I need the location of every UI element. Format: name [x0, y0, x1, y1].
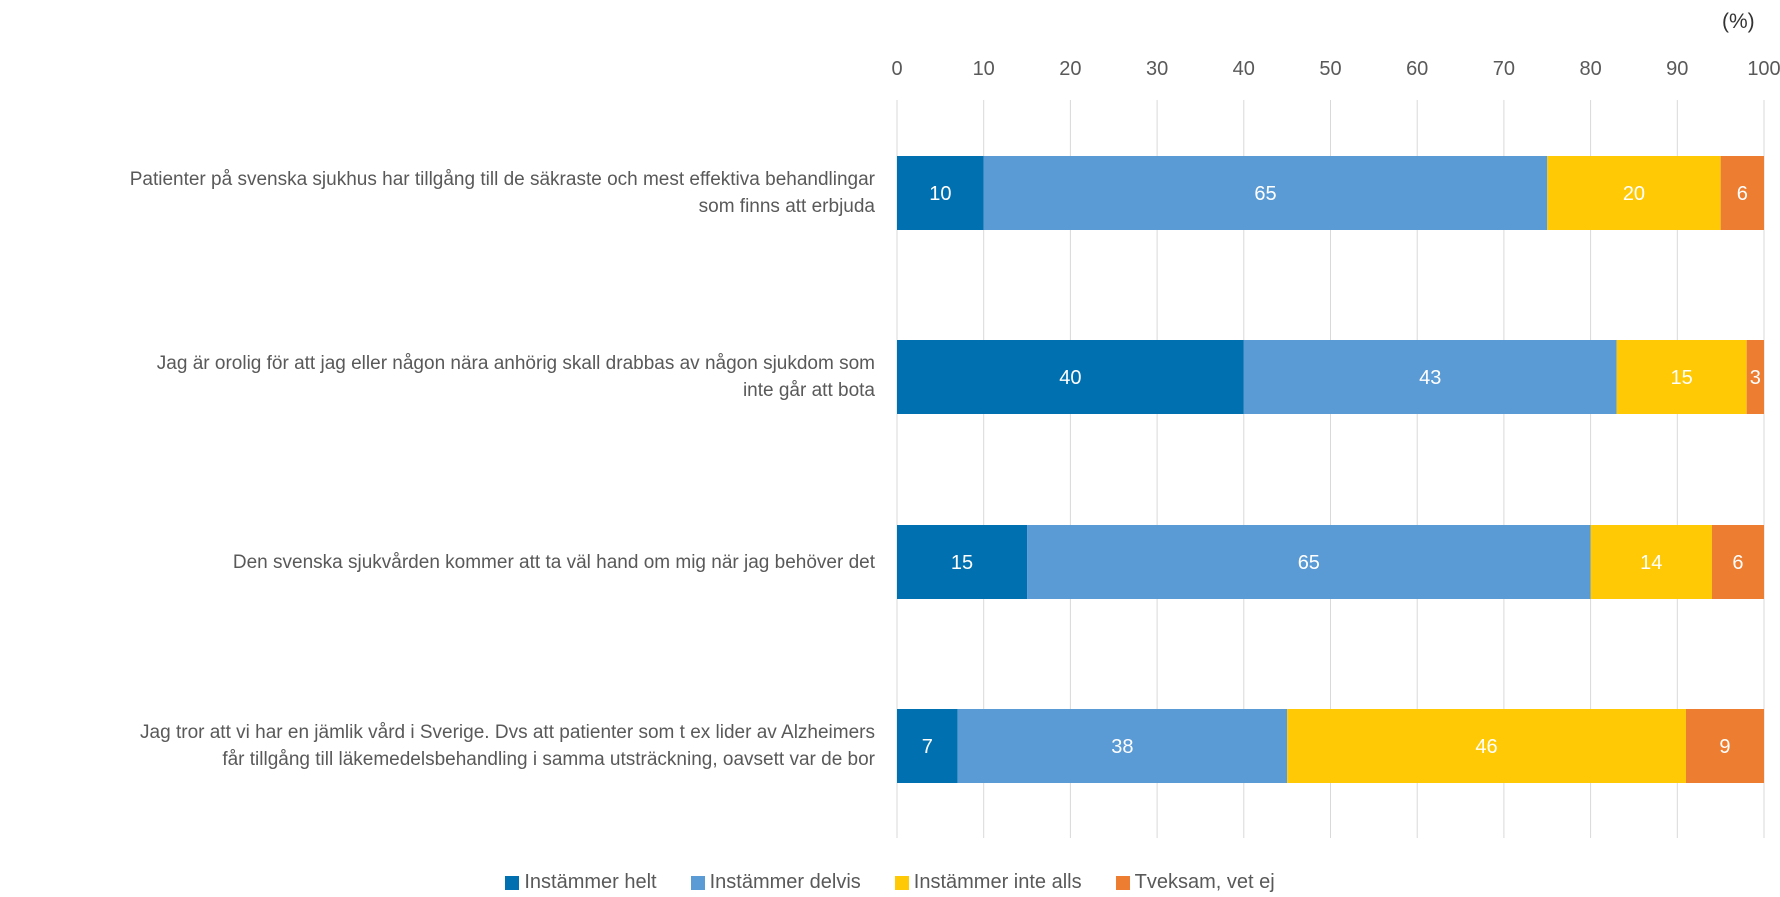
legend-label: Instämmer helt — [524, 871, 657, 893]
category-label-line: får tillgång till läkemedelsbehandling i… — [222, 749, 875, 770]
data-label: 3 — [1750, 367, 1761, 389]
x-tick-label: 40 — [1233, 58, 1255, 80]
category-label-line: Den svenska sjukvården kommer att ta väl… — [232, 551, 875, 573]
legend-swatch — [1115, 875, 1130, 890]
data-label: 38 — [1111, 736, 1133, 758]
category-label-line: som finns att erbjuda — [698, 196, 875, 217]
x-tick-label: 100 — [1747, 58, 1780, 80]
legend-item-tveksam: Tveksam, vet ej — [1115, 871, 1275, 894]
legend: Instämmer helt Instämmer delvis Instämme… — [0, 871, 1780, 894]
category-label-line: Patienter på svenska sjukhus har tillgån… — [129, 169, 875, 190]
data-label: 15 — [951, 552, 973, 574]
category-label: Jag är orolig för att jag eller någon nä… — [0, 350, 875, 404]
bar-segment — [897, 340, 1244, 414]
bar-segment — [1720, 156, 1764, 230]
bar-segment — [1711, 525, 1764, 599]
legend-label: Instämmer delvis — [709, 871, 861, 893]
data-label: 14 — [1640, 552, 1662, 574]
bar-segment — [957, 709, 1288, 783]
data-label: 15 — [1671, 367, 1693, 389]
x-tick-label: 30 — [1146, 58, 1168, 80]
bar-segment — [1616, 340, 1747, 414]
bar-segment — [1243, 340, 1617, 414]
x-tick-label: 50 — [1319, 58, 1341, 80]
x-tick-label: 90 — [1666, 58, 1688, 80]
data-label: 10 — [929, 183, 951, 205]
data-label: 7 — [922, 736, 933, 758]
bar-segment — [1590, 525, 1712, 599]
category-label-line: Jag tror att vi har en jämlik vård i Sve… — [140, 722, 875, 743]
legend-label: Instämmer inte alls — [913, 871, 1082, 893]
bar-segment — [897, 156, 984, 230]
bar-segment — [1746, 340, 1764, 414]
bar-segment — [1027, 525, 1591, 599]
legend-item-instammer-inte-alls: Instämmer inte alls — [894, 871, 1082, 894]
category-label: Den svenska sjukvården kommer att ta väl… — [0, 549, 875, 576]
data-label: 43 — [1419, 367, 1441, 389]
data-label: 65 — [1298, 552, 1320, 574]
category-label: Patienter på svenska sjukhus har tillgån… — [0, 166, 875, 220]
data-label: 9 — [1719, 736, 1730, 758]
x-tick-label: 80 — [1579, 58, 1601, 80]
data-label: 20 — [1623, 183, 1645, 205]
bar-segment — [897, 709, 958, 783]
x-tick-label: 60 — [1406, 58, 1428, 80]
bar-segment — [1287, 709, 1686, 783]
x-tick-label: 10 — [973, 58, 995, 80]
data-label: 6 — [1737, 183, 1748, 205]
bar-segment — [897, 525, 1028, 599]
legend-label: Tveksam, vet ej — [1134, 871, 1275, 893]
data-label: 46 — [1475, 736, 1497, 758]
data-label: 65 — [1254, 183, 1276, 205]
unit-label: (%) — [1722, 10, 1755, 33]
x-tick-label: 70 — [1493, 58, 1515, 80]
bar-segment — [1547, 156, 1721, 230]
data-label: 40 — [1059, 367, 1081, 389]
x-tick-label: 0 — [891, 58, 902, 80]
category-label-line: inte går att bota — [742, 380, 875, 401]
legend-swatch — [690, 875, 705, 890]
x-tick-label: 20 — [1059, 58, 1081, 80]
legend-item-instammer-helt: Instämmer helt — [505, 871, 657, 894]
legend-swatch — [894, 875, 909, 890]
category-label: Jag tror att vi har en jämlik vård i Sve… — [0, 719, 875, 773]
legend-swatch — [505, 875, 520, 890]
bar-segment — [1685, 709, 1764, 783]
data-label: 6 — [1732, 552, 1743, 574]
bar-segment — [983, 156, 1548, 230]
category-label-line: Jag är orolig för att jag eller någon nä… — [156, 353, 875, 374]
legend-item-instammer-delvis: Instämmer delvis — [690, 871, 861, 894]
